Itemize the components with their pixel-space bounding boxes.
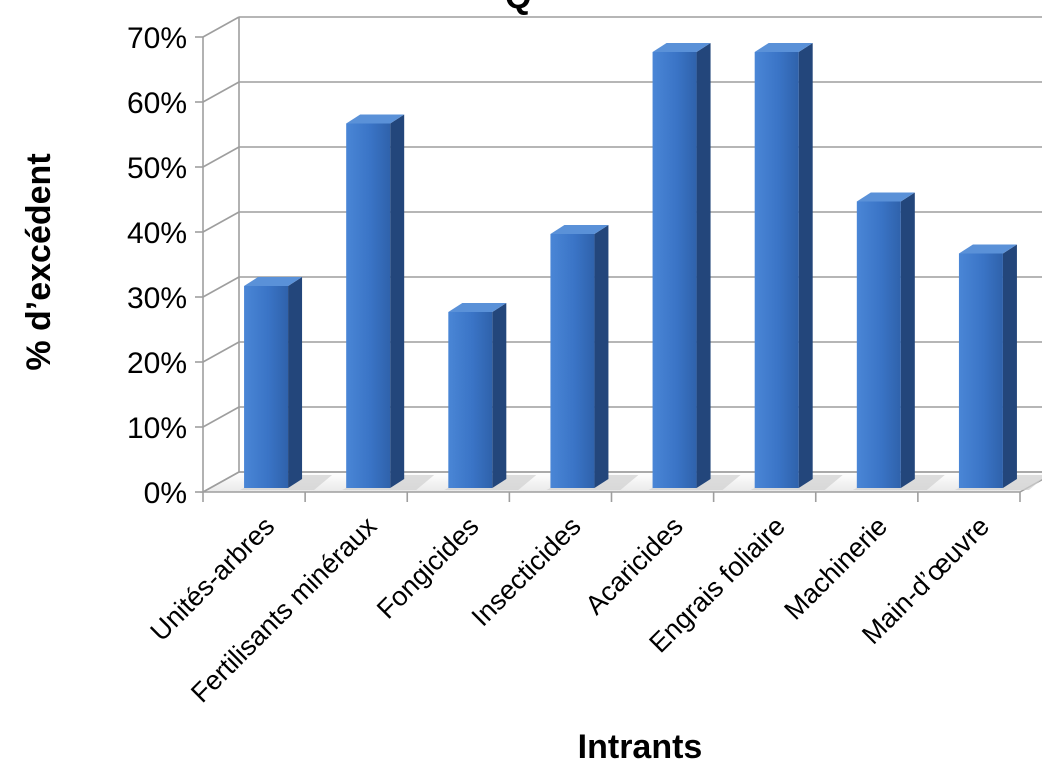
y-axis-title: % d’excédent bbox=[20, 153, 58, 370]
bar bbox=[244, 286, 289, 488]
gridline-side bbox=[202, 406, 240, 428]
bar-side bbox=[798, 43, 813, 488]
bar-side bbox=[696, 43, 711, 488]
x-tick-label: Acaricides bbox=[580, 511, 689, 620]
y-tick-label: 50% bbox=[127, 152, 187, 185]
y-tick-label: 0% bbox=[144, 477, 187, 510]
y-tick-label: 30% bbox=[127, 282, 187, 315]
gridline-side bbox=[202, 81, 240, 103]
bars bbox=[240, 43, 1042, 490]
bar-side bbox=[288, 277, 303, 488]
gridline-side bbox=[202, 471, 240, 493]
gridline-side bbox=[202, 276, 240, 298]
y-tick-label: 60% bbox=[127, 87, 187, 120]
bar bbox=[754, 52, 799, 488]
x-tick-label: Fertilisants minéraux bbox=[185, 511, 383, 709]
y-tick-label: 20% bbox=[127, 347, 187, 380]
bar-top bbox=[346, 114, 405, 124]
bar bbox=[856, 201, 901, 488]
gridline-side bbox=[202, 146, 240, 168]
bar-top bbox=[448, 303, 507, 312]
chart-title-fragment: Q bbox=[505, 0, 531, 16]
y-tick-label: 10% bbox=[127, 412, 187, 445]
bar-top bbox=[958, 244, 1017, 254]
gridline-side bbox=[202, 16, 240, 38]
gridlines bbox=[200, 16, 1042, 493]
y-tick-label: 40% bbox=[127, 217, 187, 250]
bar-top bbox=[754, 43, 813, 52]
bar-top bbox=[856, 192, 915, 202]
bar-top bbox=[550, 225, 609, 234]
bar bbox=[652, 52, 697, 488]
x-tick-label: Fongicides bbox=[371, 511, 485, 625]
axes bbox=[195, 17, 1021, 502]
bar-side bbox=[390, 114, 405, 488]
bar-top bbox=[652, 43, 711, 52]
x-axis-title: Intrants bbox=[578, 728, 703, 766]
gridline-side bbox=[202, 211, 240, 233]
bar-side bbox=[594, 225, 609, 488]
bar bbox=[448, 312, 493, 488]
y-tick-label: 70% bbox=[127, 22, 187, 55]
x-tick-label: Insecticides bbox=[466, 511, 587, 632]
bar bbox=[958, 253, 1003, 488]
bar-side bbox=[1002, 244, 1017, 488]
bar-side bbox=[900, 192, 915, 488]
bar-top bbox=[244, 277, 303, 286]
bar bbox=[346, 123, 391, 488]
bar-side bbox=[492, 303, 507, 488]
gridline-side bbox=[202, 341, 240, 363]
bar bbox=[550, 234, 595, 488]
